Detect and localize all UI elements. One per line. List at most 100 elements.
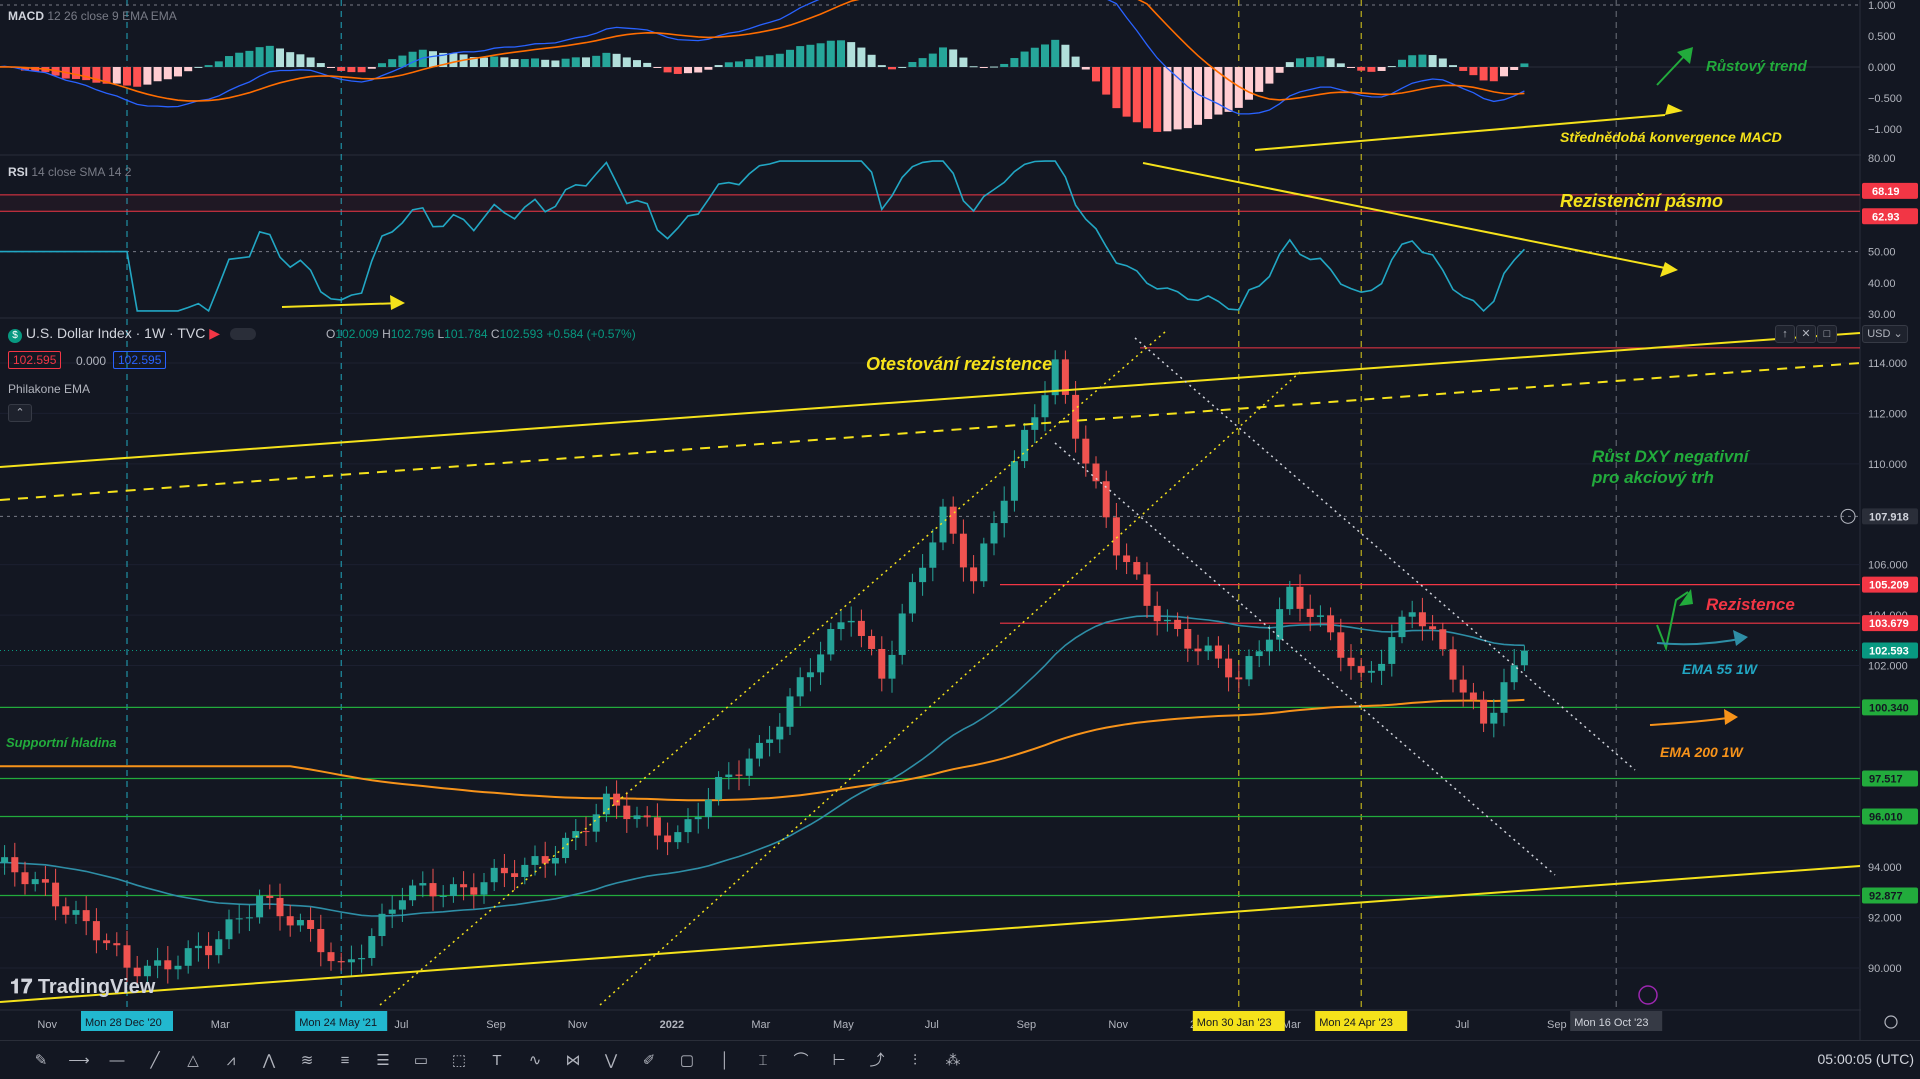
bars-pattern-icon[interactable]: ⫶ (913, 1052, 917, 1069)
rsi-tag (1862, 208, 1918, 225)
bid-price[interactable]: 102.595 (8, 351, 62, 369)
macd-histogram-bar (571, 57, 580, 67)
candle-body (582, 831, 590, 833)
rsi-tag-label: 68.19 (1872, 186, 1900, 198)
macd-histogram-bar (1041, 44, 1049, 67)
macd-histogram-bar (826, 40, 835, 67)
lightning-icon (1638, 985, 1658, 1005)
collapse-legend-button[interactable]: ⌃ (8, 404, 32, 422)
macd-histogram-bar (21, 67, 29, 71)
macd-histogram-bar (1398, 59, 1406, 67)
macd-histogram-bar (1489, 67, 1498, 82)
time-axis-label: Mar (211, 1019, 230, 1031)
trend-line-icon[interactable]: ╱ (150, 1052, 160, 1069)
arc-icon[interactable]: ⌒ (793, 1052, 809, 1069)
fib-channel-icon[interactable]: ≡ (340, 1052, 350, 1069)
rect-select-icon[interactable]: ⬚ (451, 1052, 467, 1069)
rsi-axis-label: 80.00 (1868, 153, 1896, 165)
macd-histogram-bar (163, 67, 172, 80)
close-pane-icon[interactable]: ✕ (1796, 325, 1816, 343)
macd-histogram-bar (877, 65, 886, 67)
macd-histogram-bar (112, 67, 121, 84)
date-range-icon[interactable]: ⊢ (832, 1052, 846, 1069)
candle-body (1520, 650, 1528, 666)
fib-icon[interactable]: ≋ (300, 1052, 314, 1069)
time-axis-label: 2022 (660, 1019, 684, 1031)
ghost-feed-icon[interactable]: ⁂ (945, 1052, 961, 1069)
macd-histogram-bar (704, 67, 713, 70)
macd-histogram-bar (816, 43, 825, 67)
macd-histogram-bar (469, 57, 478, 67)
down-channel-lower (1054, 442, 1556, 876)
macd-histogram-bar (1336, 63, 1345, 67)
ask-price[interactable]: 102.595 (113, 351, 167, 369)
macd-histogram-bar (908, 62, 917, 67)
symbol-title: U.S. Dollar Index · 1W · TVC (25, 325, 206, 341)
annotation-supportni: Supportní hladina (6, 735, 117, 750)
time-axis-label: Nov (568, 1019, 588, 1031)
macd-histogram-bar (1387, 66, 1396, 68)
long-position-icon[interactable]: ⤴ (869, 1052, 885, 1069)
time-axis-label: Jul (1455, 1019, 1469, 1031)
triangle-icon[interactable]: △ (187, 1052, 199, 1069)
parallel-channel-icon[interactable]: ☰ (376, 1052, 390, 1069)
cursor-text-icon[interactable]: ⌶ (758, 1052, 768, 1069)
maximize-icon[interactable]: □ (1817, 325, 1837, 343)
macd-histogram-bar (714, 65, 723, 67)
candle-body (857, 620, 865, 636)
ohlc-values: O102.009 H102.796 L101.784 C102.593 +0.5… (326, 327, 636, 341)
macd-histogram-bar (1071, 56, 1080, 67)
candle-body (959, 533, 967, 568)
abcd-icon[interactable]: ⋀ (262, 1052, 276, 1069)
candle-body (633, 815, 641, 820)
status-icon (229, 328, 256, 341)
candle-body (82, 910, 90, 922)
rectangle-icon[interactable]: ▭ (413, 1052, 429, 1069)
curve-icon[interactable]: ∿ (528, 1052, 542, 1069)
drawing-toolbar: ✎ ⟶ — ╱ △ ⩘ ⋀ ≋ ≡ ☰ ▭ ⬚ T ∿ ⋈ ⋁ ✐ ▢ │ ⌶ … (0, 1040, 1920, 1079)
candle-body (1510, 665, 1518, 683)
currency-select[interactable]: USD ⌄ (1862, 325, 1908, 343)
text-icon[interactable]: T (492, 1052, 502, 1069)
macd-histogram-bar (429, 51, 437, 67)
indicator-legend[interactable]: Philakone EMA (8, 382, 91, 396)
clock[interactable]: 05:00:05 (UTC) (1817, 1051, 1914, 1067)
macd-histogram-bar (898, 66, 907, 68)
macd-histogram-bar (796, 46, 805, 67)
macd-histogram-bar (306, 57, 315, 67)
open-value: 102.009 (335, 327, 379, 341)
pattern-icon[interactable]: ⩘ (226, 1052, 236, 1069)
macd-histogram-bar (92, 67, 101, 83)
candle-body (1133, 562, 1141, 575)
macd-legend[interactable]: MACD 12 26 close 9 EMA EMA (8, 9, 177, 23)
candle-body (1418, 612, 1426, 627)
price-tag (1862, 887, 1918, 904)
candle-body (847, 620, 855, 623)
macd-histogram-bar (235, 52, 244, 67)
callout-icon[interactable]: ▢ (679, 1052, 695, 1069)
time-tag (81, 1011, 173, 1031)
elliott-icon[interactable]: ⋁ (604, 1052, 618, 1069)
wave-icon[interactable]: ⋈ (565, 1052, 581, 1069)
candle-body (980, 543, 988, 582)
channel-upper (379, 331, 1166, 1006)
rsi-label: RSI (8, 165, 29, 179)
macd-histogram-bar (1173, 67, 1182, 130)
rsi-legend[interactable]: RSI 14 close SMA 14 2 (8, 165, 131, 179)
candle-body (123, 945, 131, 968)
candle-body (939, 506, 947, 543)
horizontal-ray-icon[interactable]: ⟶ (68, 1052, 90, 1069)
vertical-line-icon[interactable]: │ (720, 1052, 730, 1069)
horizontal-line-icon[interactable]: — (109, 1052, 125, 1069)
price-axis-label: 106.000 (1868, 560, 1908, 572)
move-up-icon[interactable]: ↑ (1775, 325, 1795, 343)
annotation-ema55: EMA 55 1W (1682, 661, 1759, 677)
rsi-divergence-line (1142, 162, 1676, 271)
macd-histogram-bar (1306, 57, 1315, 67)
symbol-legend[interactable]: $ U.S. Dollar Index · 1W · TVC ▶ (8, 325, 256, 343)
pencil-icon[interactable]: ✐ (642, 1052, 656, 1069)
macd-histogram-bar (1408, 55, 1417, 67)
candle-body (1276, 609, 1284, 640)
brush-icon[interactable]: ✎ (34, 1052, 48, 1069)
